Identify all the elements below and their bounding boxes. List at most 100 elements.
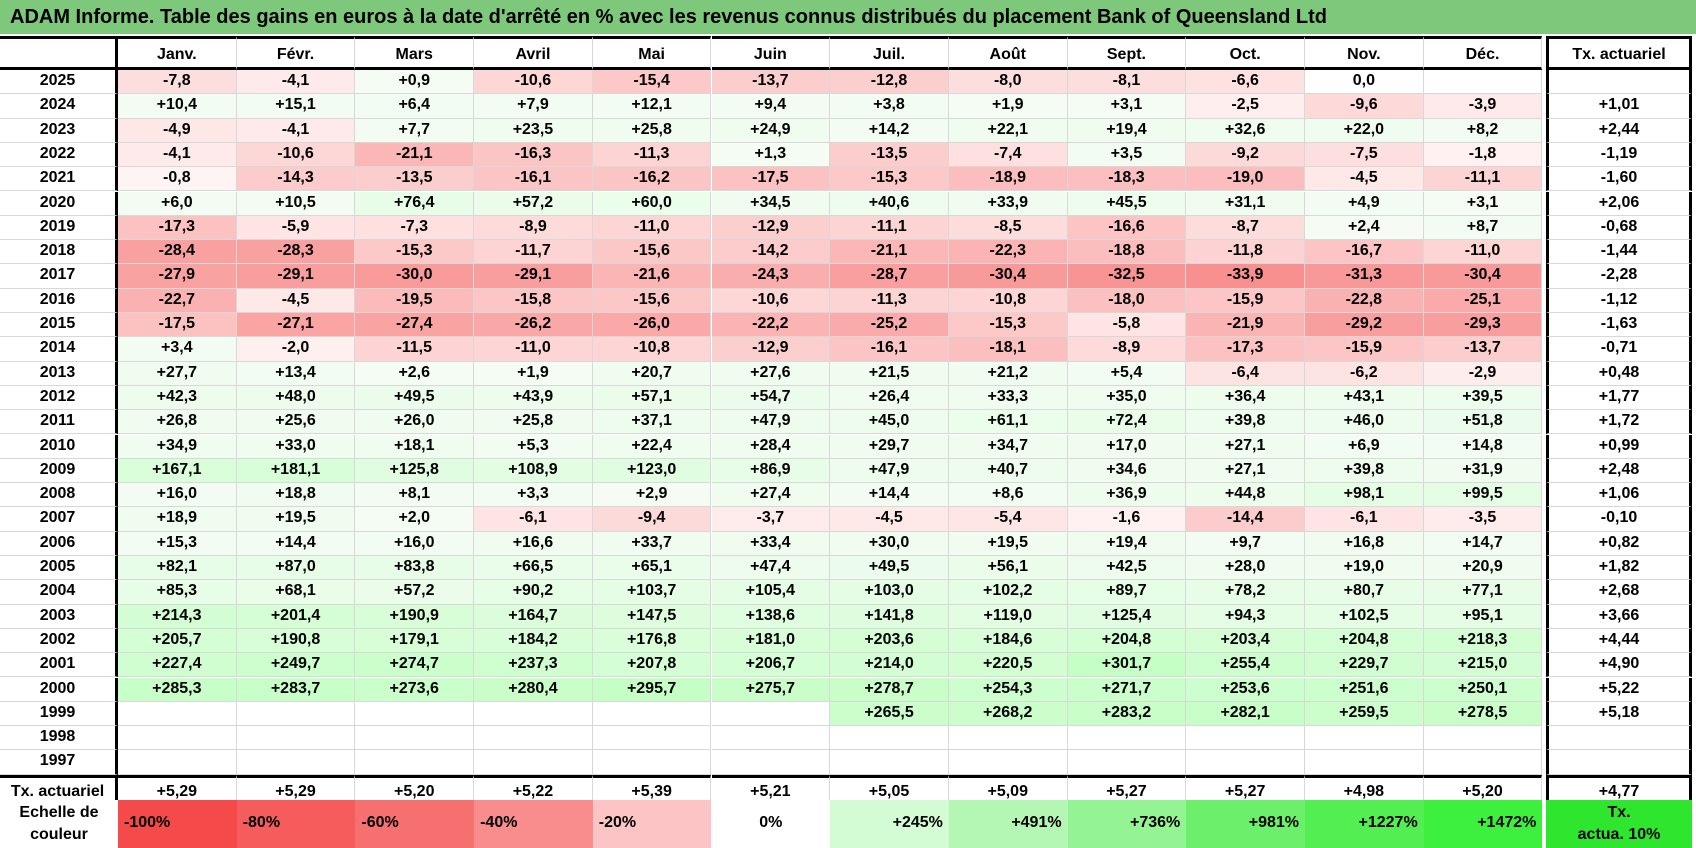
data-cell: +273,6 [355,677,475,702]
data-cell: +18,8 [236,483,356,508]
data-cell: +14,8 [1423,434,1543,459]
data-cell: -9,6 [1305,94,1424,119]
row-tx [1546,70,1692,95]
data-cell: +190,9 [355,604,475,629]
row-year: 2025 [0,70,118,95]
row-tx: +1,82 [1546,556,1692,581]
data-cell: +33,0 [236,434,356,459]
row-tx: +1,06 [1546,483,1692,508]
data-cell: +274,7 [355,653,475,678]
row-tx: +0,48 [1546,361,1692,386]
data-cell: +214,3 [118,604,237,629]
data-cell: +31,9 [1423,458,1543,484]
data-cell: +227,4 [118,653,237,678]
data-cell: +33,3 [948,385,1068,411]
data-cell: -11,1 [830,215,949,241]
row-year: 1997 [0,750,118,775]
data-cell: +34,9 [118,434,237,459]
data-cell: -11,1 [1423,167,1543,192]
data-cell: +14,2 [830,118,949,143]
data-cell: +8,2 [1423,118,1543,143]
row-year: 2019 [0,215,118,241]
data-cell: +49,5 [355,385,475,411]
data-cell: -28,4 [118,240,237,265]
data-cell: +176,8 [592,628,712,654]
data-cell: +25,8 [474,410,593,435]
legend-swatch: -20% [592,800,712,848]
data-cell: -15,3 [830,167,949,192]
column-gap [1542,36,1546,800]
data-cell: +278,7 [830,677,949,702]
data-cell: +12,1 [592,94,712,119]
data-cell: -30,4 [948,264,1068,289]
data-cell [948,750,1068,775]
data-cell [1067,750,1187,775]
data-cell [236,726,356,751]
data-cell: -11,3 [592,142,712,168]
data-cell: -15,9 [1186,288,1305,313]
data-cell: +80,7 [1305,580,1424,605]
data-cell: +39,8 [1305,458,1424,484]
data-cell: +283,7 [236,677,356,702]
data-cell: +2,9 [592,483,712,508]
data-cell: +49,5 [830,556,949,581]
data-cell: +259,5 [1305,701,1424,727]
data-cell: +78,2 [1186,580,1305,605]
data-cell: +23,5 [474,118,593,143]
footer-value: +5,20 [355,774,475,805]
data-cell: +1,9 [948,94,1068,119]
data-cell: -28,7 [830,264,949,289]
data-cell: -17,5 [118,313,237,338]
data-cell: -30,4 [1423,264,1543,289]
data-cell [355,750,475,775]
data-cell: -22,3 [948,240,1068,265]
data-cell: +16,0 [355,531,475,556]
data-cell: -1,8 [1423,142,1543,168]
data-cell: -10,6 [236,142,356,168]
data-cell: +250,1 [1423,677,1543,702]
data-cell: +26,0 [355,410,475,435]
data-cell: -11,8 [1186,240,1305,265]
data-cell: +33,9 [948,191,1068,216]
data-cell: +36,9 [1067,483,1187,508]
data-cell: +254,3 [948,677,1068,702]
data-cell: +203,4 [1186,628,1305,654]
data-cell: -13,7 [711,70,831,95]
data-cell: +26,8 [118,410,237,435]
data-cell: +282,1 [1186,701,1305,727]
data-cell: +42,5 [1067,556,1187,581]
header-month: Janv. [118,36,237,70]
data-cell: -5,8 [1067,313,1187,338]
data-cell: +51,8 [1423,410,1543,435]
data-cell: -31,3 [1305,264,1424,289]
data-cell: -3,9 [1423,94,1543,119]
data-cell: -14,2 [711,240,831,265]
legend-end: Tx. actua. 10% [1546,800,1692,848]
data-cell: -13,5 [355,167,475,192]
data-cell: +3,1 [1423,191,1543,216]
data-cell: -8,9 [474,215,593,241]
row-year: 2002 [0,628,118,654]
data-cell: -6,6 [1186,70,1305,95]
legend-swatch: -100% [118,800,237,848]
data-cell: +2,4 [1305,215,1424,241]
row-tx [1546,726,1692,751]
data-cell: -33,9 [1186,264,1305,289]
data-cell: -15,3 [948,313,1068,338]
data-cell: +27,1 [1186,434,1305,459]
data-cell: +203,6 [830,628,949,654]
data-cell [592,750,712,775]
data-cell: +39,5 [1423,385,1543,411]
data-cell: +17,0 [1067,434,1187,459]
page-title: ADAM Informe. Table des gains en euros à… [0,0,1696,34]
data-cell: -7,5 [1305,142,1424,168]
data-cell: +99,5 [1423,483,1543,508]
data-cell: -6,2 [1305,361,1424,386]
data-cell: +36,4 [1186,385,1305,411]
data-cell: -18,3 [1067,167,1187,192]
data-cell: +7,9 [474,94,593,119]
legend-swatch: -80% [236,800,356,848]
data-cell: +204,8 [1305,628,1424,654]
data-cell: -11,0 [592,215,712,241]
data-cell: +251,6 [1305,677,1424,702]
